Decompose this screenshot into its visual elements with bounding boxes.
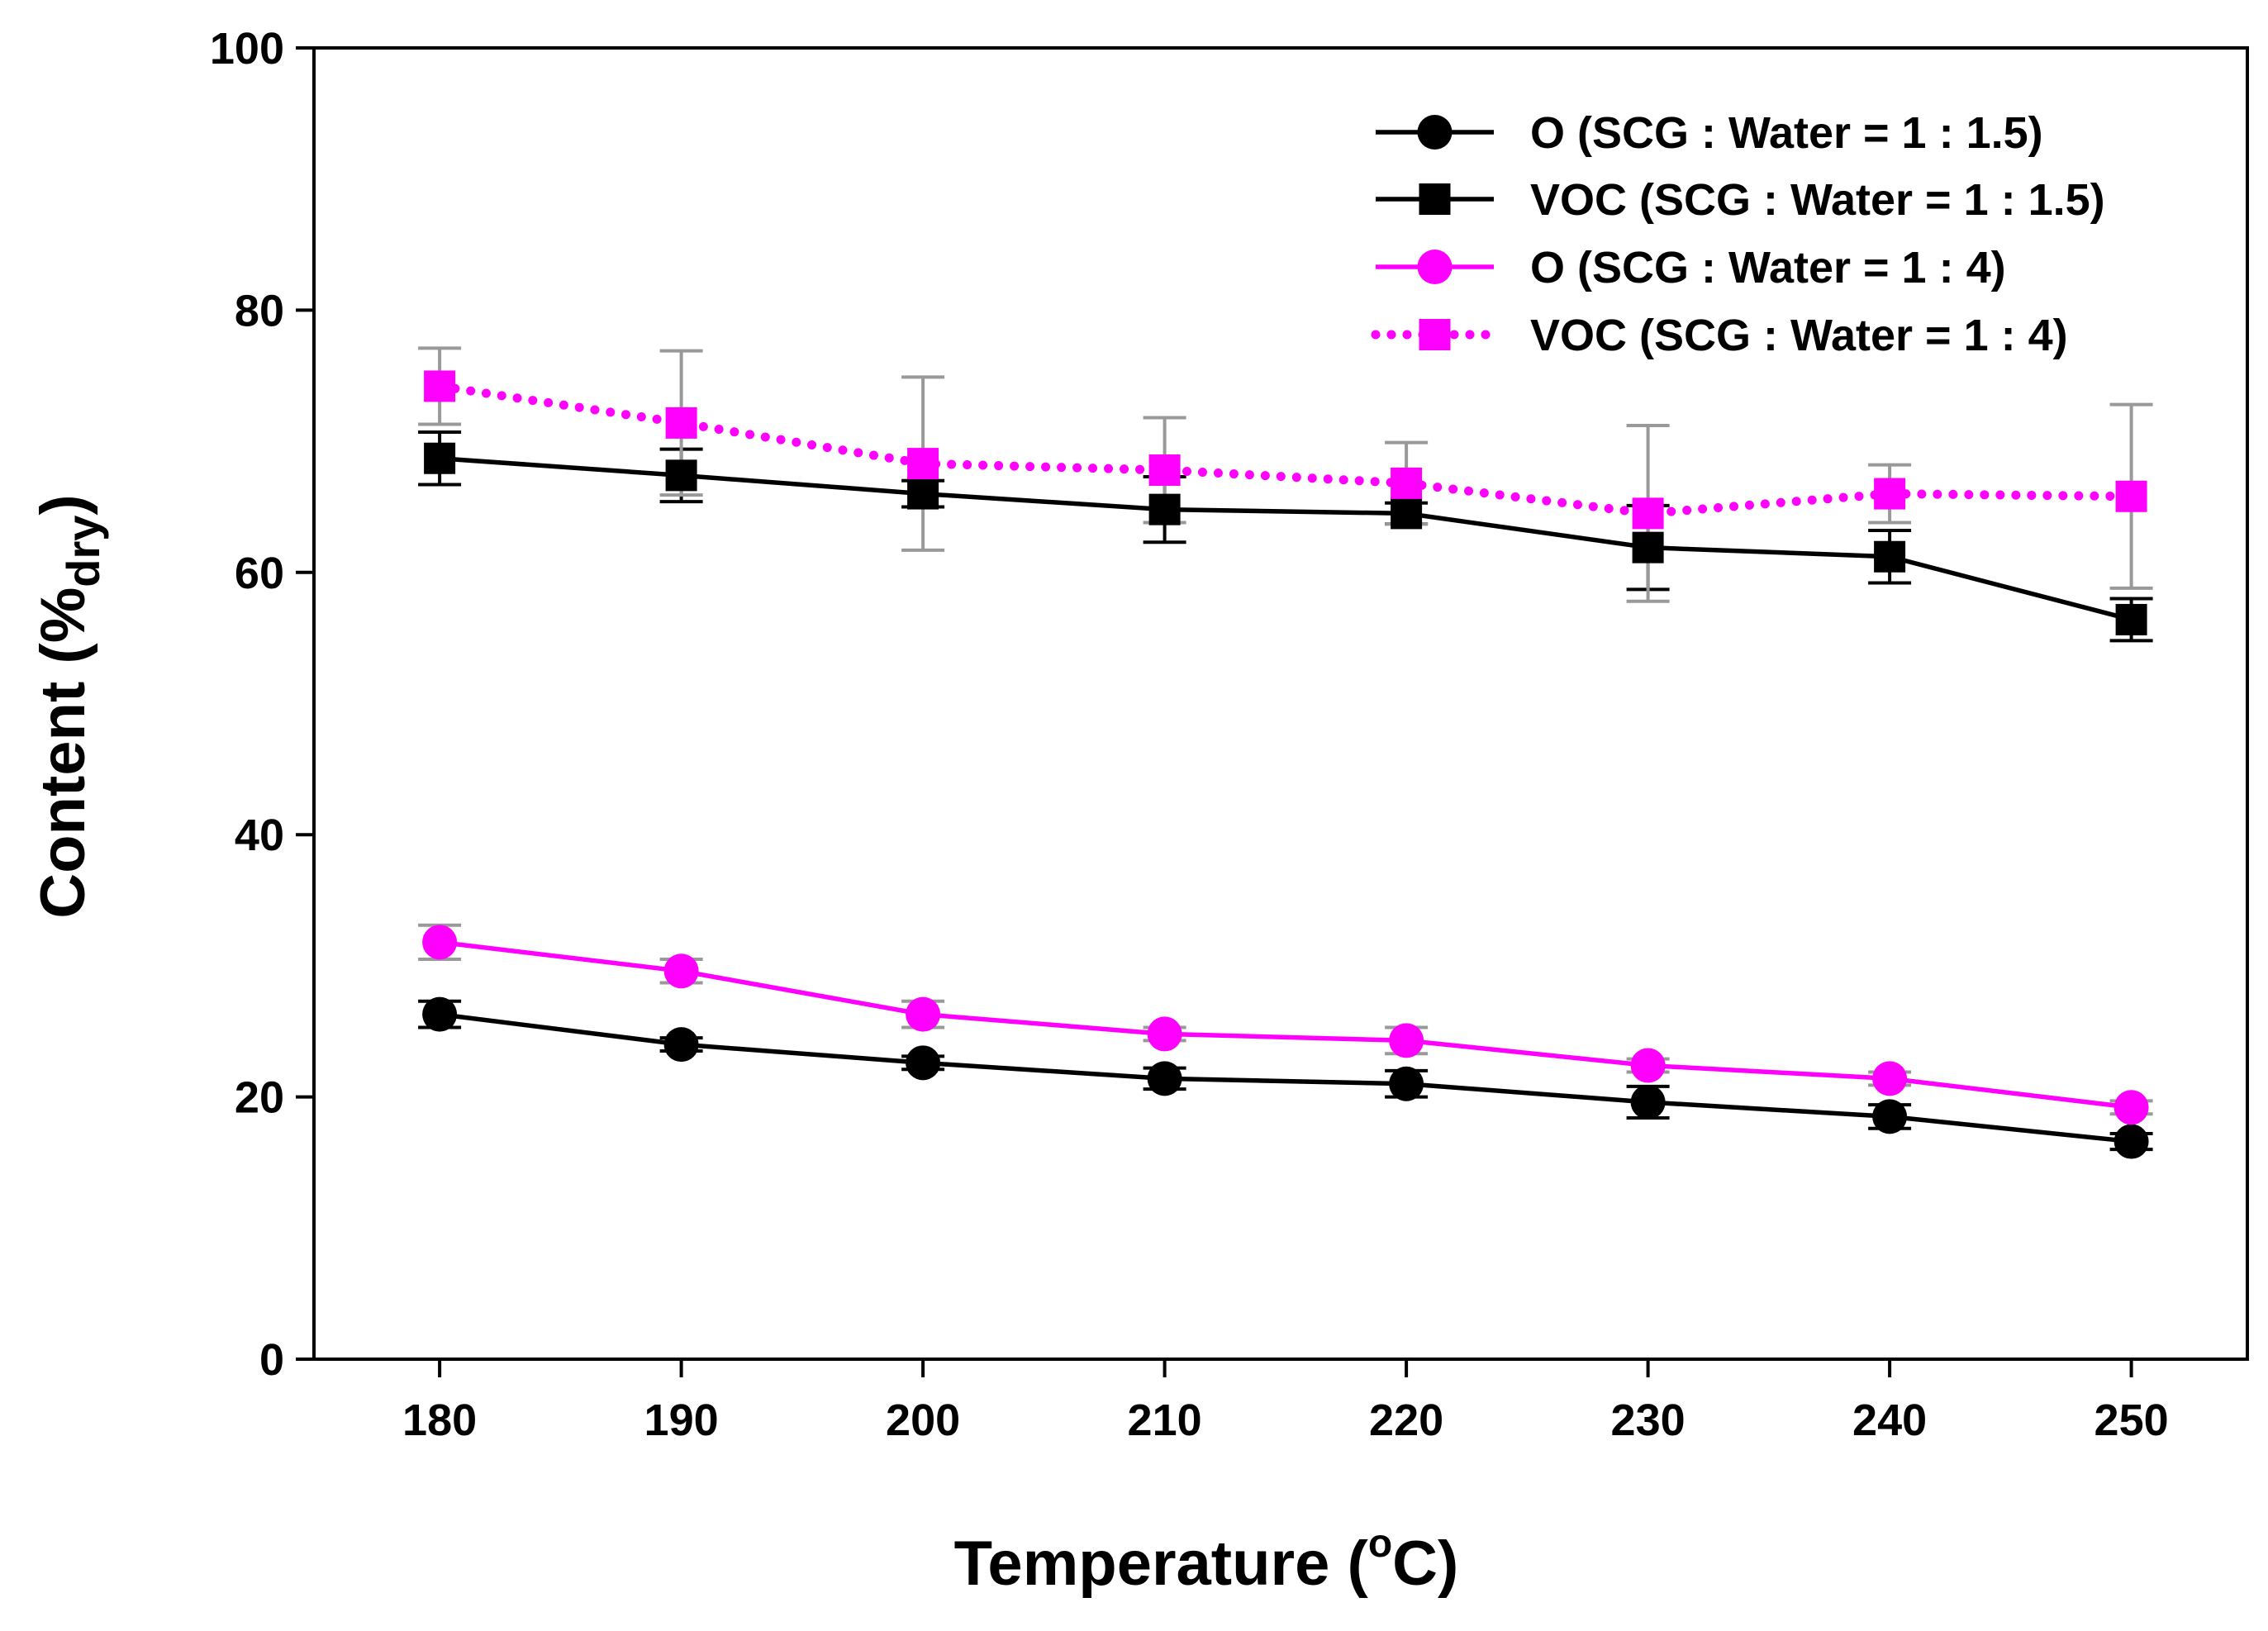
marker-s1-200: [907, 478, 939, 510]
series-line-0: [439, 1011, 2132, 1144]
legend-marker-0: [1417, 115, 1453, 150]
marker-s0-240: [1872, 1099, 1908, 1134]
y-tick-label-0: 0: [259, 1335, 284, 1385]
marker-s2-230: [1630, 1048, 1666, 1083]
legend-item-2: O (SCG : Water = 1 : 4): [1376, 243, 2006, 292]
marker-s0-180: [422, 996, 458, 1032]
marker-s0-230: [1630, 1084, 1666, 1120]
legend-item-0: O (SCG : Water = 1 : 1.5): [1376, 108, 2043, 158]
marker-s0-200: [906, 1045, 941, 1081]
marker-s1-220: [1391, 497, 1423, 530]
x-axis-title: Temperature (oC): [954, 1522, 1459, 1599]
y-tick-label-80: 80: [235, 286, 284, 335]
marker-s2-250: [2113, 1090, 2149, 1125]
legend-marker-1: [1419, 183, 1451, 215]
x-tick-label-250: 250: [2094, 1396, 2169, 1445]
marker-s1-240: [1874, 540, 1906, 573]
marker-s3-200: [907, 448, 939, 480]
marker-s2-240: [1872, 1061, 1908, 1096]
marker-s2-210: [1147, 1016, 1182, 1052]
marker-s2-180: [422, 925, 458, 960]
x-tick-label-190: 190: [644, 1396, 719, 1445]
x-tick-label-240: 240: [1852, 1396, 1927, 1445]
legend-marker-3: [1419, 319, 1451, 350]
series-line-3: [435, 381, 2137, 518]
legend-label-0: O (SCG : Water = 1 : 1.5): [1530, 108, 2043, 158]
series-line-1: [439, 455, 2132, 622]
x-tick-label-230: 230: [1611, 1396, 1686, 1445]
plot-frame: [312, 46, 2249, 1361]
marker-s3-210: [1148, 454, 1181, 487]
marker-s3-250: [2115, 480, 2147, 512]
series-lines: [435, 381, 2137, 1144]
legend: O (SCG : Water = 1 : 1.5) VOC (SCG : Wate…: [1371, 108, 2105, 360]
y-axis-title: Content (%dry): [28, 494, 109, 919]
marker-s1-230: [1632, 531, 1664, 563]
marker-s0-210: [1147, 1061, 1182, 1096]
marker-s3-220: [1391, 467, 1423, 499]
x-tick-label-210: 210: [1128, 1396, 1202, 1445]
marker-s3-230: [1632, 497, 1664, 530]
legend-marker-2: [1417, 250, 1453, 284]
marker-s2-220: [1389, 1023, 1424, 1058]
markers: [422, 370, 2149, 1159]
marker-s0-190: [663, 1027, 699, 1063]
y-tick-label-20: 20: [235, 1073, 284, 1123]
marker-s0-250: [2113, 1124, 2149, 1159]
legend-label-2: O (SCG : Water = 1 : 4): [1530, 243, 2006, 292]
x-tick-label-220: 220: [1369, 1396, 1443, 1445]
y-tick-label-100: 100: [210, 24, 284, 74]
legend-label-1: VOC (SCG : Water = 1 : 1.5): [1530, 175, 2105, 225]
legend-item-3: VOC (SCG : Water = 1 : 4): [1371, 311, 2068, 360]
marker-s3-180: [424, 370, 456, 402]
marker-s2-200: [906, 996, 941, 1032]
legend-label-3: VOC (SCG : Water = 1 : 4): [1530, 311, 2068, 360]
marker-s1-180: [424, 442, 456, 474]
marker-s3-190: [665, 407, 697, 439]
y-tick-label-40: 40: [235, 811, 284, 860]
legend-item-1: VOC (SCG : Water = 1 : 1.5): [1376, 175, 2105, 225]
series-line-2: [439, 939, 2132, 1110]
axis-titles: Temperature (oC) Content (%dry): [28, 494, 1458, 1599]
x-tick-label-200: 200: [886, 1396, 960, 1445]
marker-s1-250: [2115, 603, 2147, 635]
marker-s2-190: [663, 953, 699, 989]
marker-s0-220: [1389, 1066, 1424, 1101]
axes: 0 20 40 60 80 100 180 190 200 210 220 230 240 250: [210, 24, 2249, 1445]
marker-s3-240: [1874, 478, 1906, 510]
marker-s1-210: [1148, 493, 1181, 525]
y-tick-label-60: 60: [235, 549, 284, 598]
marker-s1-190: [665, 459, 697, 492]
x-tick-label-180: 180: [402, 1396, 477, 1445]
